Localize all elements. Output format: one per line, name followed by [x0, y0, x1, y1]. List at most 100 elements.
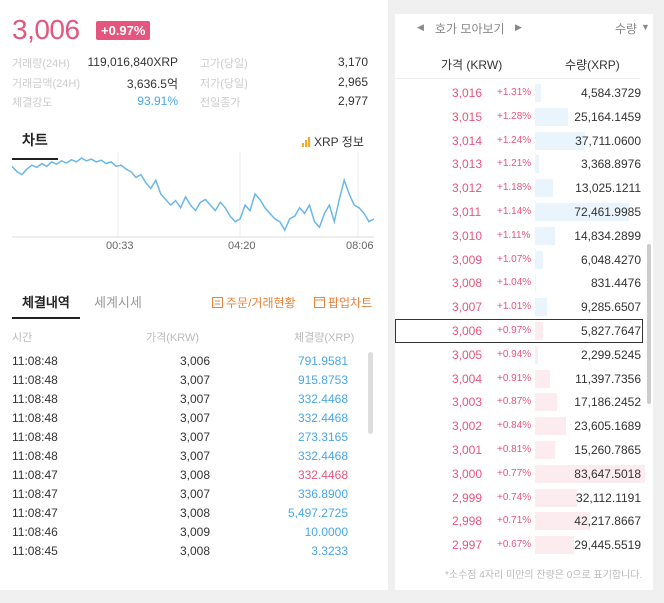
ticker-panel: 3,006 +0.97% 거래량(24H) 119,016,840XRP 고가(당일…: [0, 0, 388, 590]
qty-depth-bar: [535, 536, 574, 555]
trade-volume: 3.3233: [311, 544, 348, 558]
orderbook-scrollbar[interactable]: [647, 244, 651, 404]
orderbook-row[interactable]: 3,010 +1.11% 14,834.2899: [395, 224, 643, 248]
popup-chart-link[interactable]: 팝업차트: [314, 294, 372, 311]
ob-price: 3,013: [452, 157, 483, 172]
trade-list[interactable]: 11:08:48 3,006 791.9581 11:08:48 3,007 915.87…: [12, 352, 362, 561]
trade-price: 3,007: [179, 449, 210, 463]
trade-volume: 273.3165: [297, 430, 348, 444]
orderbook-row[interactable]: 3,014 +1.24% 37,711.0600: [395, 129, 643, 153]
triangle-right-icon[interactable]: ▶: [515, 22, 522, 32]
qty-depth-bar: [535, 417, 566, 436]
table-row: 11:08:45 3,008 3.3233: [12, 542, 362, 561]
stat-value: 3,170: [337, 55, 368, 69]
ob-price: 3,011: [452, 204, 482, 219]
ob-qty: 831.4476: [590, 276, 641, 291]
ob-qty: 2,299.5245: [580, 347, 641, 362]
ob-change: +0.87%: [497, 396, 532, 408]
orderbook-list[interactable]: 3,016 +1.31% 4,584.3729 3,015 +1.28% 25,164.1…: [395, 81, 645, 557]
trade-volume: 791.9581: [297, 354, 348, 368]
xrp-info-link[interactable]: XRP 정보: [302, 133, 364, 150]
ob-qty: 4,584.3729: [580, 86, 641, 100]
order-status-link[interactable]: 주문/거래현황: [212, 294, 296, 311]
stat-label: 고가(당일): [200, 58, 248, 70]
ob-qty: 6,048.4270: [580, 252, 641, 267]
xrp-info-label: XRP 정보: [314, 135, 364, 149]
orderbook-row[interactable]: 3,007 +1.01% 9,285.6507: [395, 295, 643, 319]
orderbook-row[interactable]: 3,005 +0.94% 2,299.5245: [395, 343, 643, 367]
qty-depth-bar: [535, 155, 539, 174]
stat-row: 체결강도 93.91% 전일종가 2,977: [12, 94, 374, 114]
trade-scrollbar[interactable]: [368, 352, 373, 434]
ob-price: 3,016: [452, 86, 483, 100]
trade-volume: 332.4468: [297, 392, 348, 406]
stats-block: 거래량(24H) 119,016,840XRP 고가(당일) 3,170 거래금액(24…: [12, 55, 374, 114]
ob-qty: 3,368.8976: [580, 157, 641, 172]
orderbook-row[interactable]: 3,009 +1.07% 6,048.4270: [395, 248, 643, 272]
tab-world-price[interactable]: 세계시세: [94, 295, 142, 310]
price-chart-svg: [12, 152, 374, 238]
orderbook-row[interactable]: 3,012 +1.18% 13,025.1211: [395, 176, 643, 200]
trade-time: 11:08:47: [12, 487, 58, 501]
orderbook-title[interactable]: 호가 모아보기: [435, 22, 505, 36]
orderbook-row[interactable]: 3,011 +1.14% 72,461.9985: [395, 200, 643, 224]
trade-time: 11:08:48: [12, 430, 58, 444]
price-chart[interactable]: [12, 152, 374, 252]
chevron-down-icon[interactable]: ▼: [641, 22, 650, 32]
orderbook-row[interactable]: 2,999 +0.74% 32,112.1191: [395, 486, 643, 510]
ob-qty: 17,186.2452: [574, 395, 641, 410]
orderbook-row[interactable]: 3,013 +1.21% 3,368.8976: [395, 152, 643, 176]
ob-qty: 5,827.7647: [580, 323, 641, 338]
qty-depth-bar: [535, 369, 550, 388]
qty-depth-bar: [535, 250, 543, 269]
orderbook-row[interactable]: 3,004 +0.91% 11,397.7356: [395, 367, 643, 391]
orderbook-row[interactable]: 3,003 +0.87% 17,186.2452: [395, 390, 643, 414]
table-row: 11:08:46 3,009 10.0000: [12, 523, 362, 542]
bar-chart-icon: [302, 136, 310, 147]
ob-price: 2,997: [452, 538, 483, 553]
table-row: 11:08:48 3,007 332.4468: [12, 447, 362, 466]
qty-select[interactable]: 수량: [615, 22, 638, 36]
stat-value: 2,965: [337, 74, 368, 89]
orderbook-row[interactable]: 3,000 +0.77% 83,647.5018: [395, 462, 645, 486]
ob-price: 2,999: [452, 490, 483, 505]
orderbook-row[interactable]: 3,016 +1.31% 4,584.3729: [395, 81, 643, 105]
ob-price: 3,012: [452, 181, 483, 196]
trade-price: 3,007: [179, 430, 210, 444]
orderbook-row-current[interactable]: 3,006 +0.97% 5,827.7647: [395, 318, 643, 343]
stat-value: 119,016,840XRP: [87, 55, 178, 69]
orderbook-row[interactable]: 3,008 +1.04% 831.4476: [395, 271, 643, 295]
ob-qty: 23,605.1689: [574, 419, 641, 434]
orderbook-row[interactable]: 2,997 +0.67% 29,445.5519: [395, 533, 643, 557]
trade-volume: 5,497.2725: [287, 506, 348, 520]
ob-change: +0.84%: [497, 420, 532, 432]
qty-depth-bar: [535, 393, 557, 412]
trade-volume: 332.4468: [297, 411, 348, 425]
orderbook-row[interactable]: 3,002 +0.84% 23,605.1689: [395, 414, 643, 438]
ob-price: 3,000: [452, 466, 483, 481]
trade-time: 11:08:45: [12, 544, 58, 558]
orderbook-row[interactable]: 2,998 +0.71% 42,217.8667: [395, 509, 643, 533]
orderbook-row[interactable]: 3,015 +1.28% 25,164.1459: [395, 105, 643, 129]
table-row: 11:08:48 3,007 915.8753: [12, 371, 362, 390]
ob-qty: 15,260.7865: [574, 442, 641, 457]
trade-price: 3,008: [179, 544, 210, 558]
trade-time: 11:08:48: [12, 392, 58, 406]
qty-depth-bar: [535, 345, 538, 364]
change-badge: +0.97%: [96, 21, 151, 40]
qty-depth-bar: [535, 179, 553, 198]
ob-qty: 72,461.9985: [574, 204, 641, 219]
table-row: 11:08:47 3,008 5,497.2725: [12, 504, 362, 523]
stat-label: 저가(당일): [200, 77, 248, 90]
ob-qty: 11,397.7356: [575, 371, 641, 386]
ob-price: 3,008: [452, 276, 483, 291]
ob-change: +0.81%: [497, 443, 532, 455]
triangle-left-icon[interactable]: ◀: [417, 22, 424, 32]
qty-depth-bar: [535, 488, 577, 507]
tab-chart[interactable]: 차트: [12, 128, 58, 160]
ob-price: 3,010: [452, 228, 483, 243]
ob-change: +0.71%: [497, 515, 532, 527]
tab-trades[interactable]: 체결내역: [12, 292, 80, 319]
orderbook-row[interactable]: 3,001 +0.81% 15,260.7865: [395, 438, 643, 462]
ob-price: 3,001: [452, 442, 483, 457]
